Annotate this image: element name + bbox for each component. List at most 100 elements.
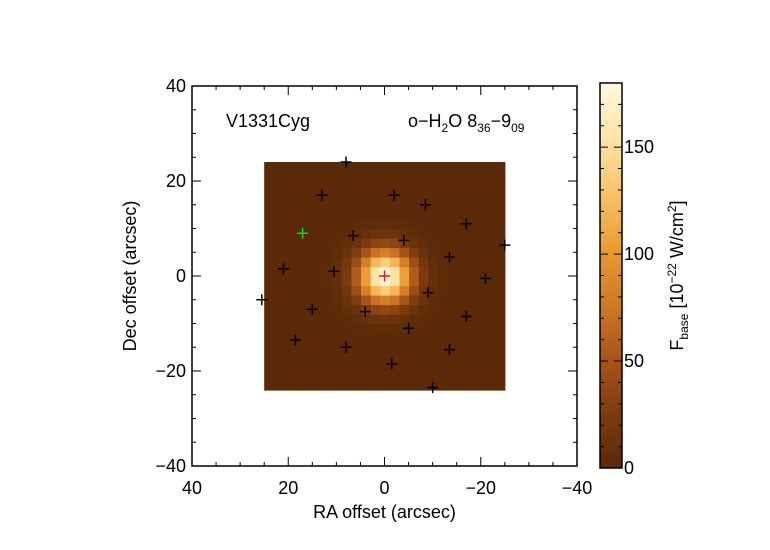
heatmap-pixel	[264, 257, 275, 268]
heatmap-pixel	[321, 228, 333, 239]
heatmap-pixel	[273, 314, 285, 325]
heatmap-pixel	[293, 276, 304, 287]
heatmap-pixel	[408, 361, 419, 372]
heatmap-pixel	[408, 200, 419, 211]
heatmap-pixel	[485, 162, 496, 173]
heatmap-pixel	[447, 209, 458, 220]
heatmap-pixel	[475, 247, 487, 258]
heatmap-pixel	[360, 209, 371, 220]
heatmap-pixel	[408, 219, 419, 230]
spaxel-marker	[403, 322, 415, 334]
heatmap-pixel	[456, 171, 467, 182]
heatmap-pixel	[475, 380, 487, 391]
x-tick-labels: 40 20 0 −20 −40	[182, 478, 592, 498]
heatmap-pixel	[418, 266, 429, 277]
heatmap-pixel	[331, 323, 342, 334]
heatmap-pixel	[475, 333, 487, 344]
heatmap-pixel	[456, 247, 467, 258]
heatmap-pixel	[341, 209, 352, 220]
heatmap-pixel	[321, 380, 333, 391]
heatmap-pixel	[389, 181, 400, 192]
heatmap-pixel	[302, 361, 313, 372]
heatmap-pixel	[273, 247, 285, 258]
spaxel-marker	[256, 294, 268, 306]
heatmap-pixel	[389, 304, 400, 315]
colorbar-label-main: F	[667, 340, 687, 351]
heatmap-pixel	[341, 304, 352, 315]
heatmap-pixel	[341, 247, 352, 258]
heatmap-pixel	[418, 238, 429, 249]
heatmap-pixel	[437, 162, 448, 173]
heatmap-pixel	[398, 200, 410, 211]
heatmap-pixel	[437, 342, 448, 353]
heatmap-pixel	[312, 238, 323, 249]
heatmap-pixel	[360, 342, 371, 353]
heatmap-pixel	[331, 304, 342, 315]
heatmap-pixel	[389, 352, 400, 363]
heatmap-pixel	[427, 200, 439, 211]
heatmap-pixel	[427, 314, 439, 325]
heatmap-pixel	[427, 162, 439, 173]
heatmap-pixel	[495, 276, 506, 287]
heatmap-pixel	[475, 181, 487, 192]
heatmap-pixel	[273, 219, 285, 230]
heatmap-pixel	[321, 238, 333, 249]
heatmap-pixel	[408, 190, 419, 201]
heatmap-pixel	[341, 238, 352, 249]
heatmap-pixel	[370, 352, 381, 363]
heatmap-pixel	[408, 257, 419, 268]
heatmap-pixel	[495, 162, 506, 173]
heatmap-pixel	[495, 171, 506, 182]
heatmap-pixel	[341, 276, 352, 287]
heatmap-pixel	[495, 314, 506, 325]
heatmap-pixel	[398, 371, 410, 382]
colorbar-label-pre: [10	[667, 284, 687, 314]
spaxel-marker	[306, 303, 318, 315]
heatmap-pixel	[408, 314, 419, 325]
heatmap-pixel	[321, 276, 333, 287]
heatmap-pixel	[466, 238, 477, 249]
heatmap-pixel	[370, 304, 381, 315]
heatmap-pixel	[437, 266, 448, 277]
heatmap-pixel	[447, 200, 458, 211]
heatmap-pixel	[293, 333, 304, 344]
y-tick-label: −40	[155, 456, 186, 476]
heatmap-pixel	[302, 380, 313, 391]
heatmap-pixel	[370, 285, 381, 296]
heatmap-pixel	[485, 219, 496, 230]
heatmap-pixel	[456, 352, 467, 363]
spaxel-marker	[460, 310, 472, 322]
heatmap-pixel	[418, 257, 429, 268]
heatmap-pixel	[331, 247, 342, 258]
heatmap-pixel	[370, 238, 381, 249]
heatmap-pixel	[495, 266, 506, 277]
heatmap-pixel	[302, 266, 313, 277]
heatmap-pixel	[360, 380, 371, 391]
heatmap-pixel	[370, 228, 381, 239]
heatmap-pixel	[379, 314, 390, 325]
heatmap-pixel	[447, 171, 458, 182]
heatmap-pixel	[273, 257, 285, 268]
heatmap-pixel	[273, 276, 285, 287]
heatmap-pixel	[283, 200, 294, 211]
heatmap-pixel	[273, 304, 285, 315]
heatmap-pixel	[398, 361, 410, 372]
heatmap-pixel	[321, 371, 333, 382]
heatmap-pixel	[398, 190, 410, 201]
heatmap-pixel	[456, 190, 467, 201]
heatmap-pixel	[389, 162, 400, 173]
heatmap-pixel	[264, 266, 275, 277]
heatmap-pixel	[273, 266, 285, 277]
heatmap-pixel	[341, 171, 352, 182]
heatmap-pixel	[389, 276, 400, 287]
heatmap-pixel	[447, 333, 458, 344]
heatmap-pixel	[437, 257, 448, 268]
heatmap-pixel	[437, 361, 448, 372]
heatmap-pixel	[389, 238, 400, 249]
heatmap-pixel	[350, 285, 362, 296]
heatmap-pixel	[370, 371, 381, 382]
heatmap-pixel	[379, 361, 390, 372]
heatmap-pixel	[350, 219, 362, 230]
heatmap-pixel	[466, 162, 477, 173]
line-label: o−H2O 836−909	[408, 111, 525, 135]
